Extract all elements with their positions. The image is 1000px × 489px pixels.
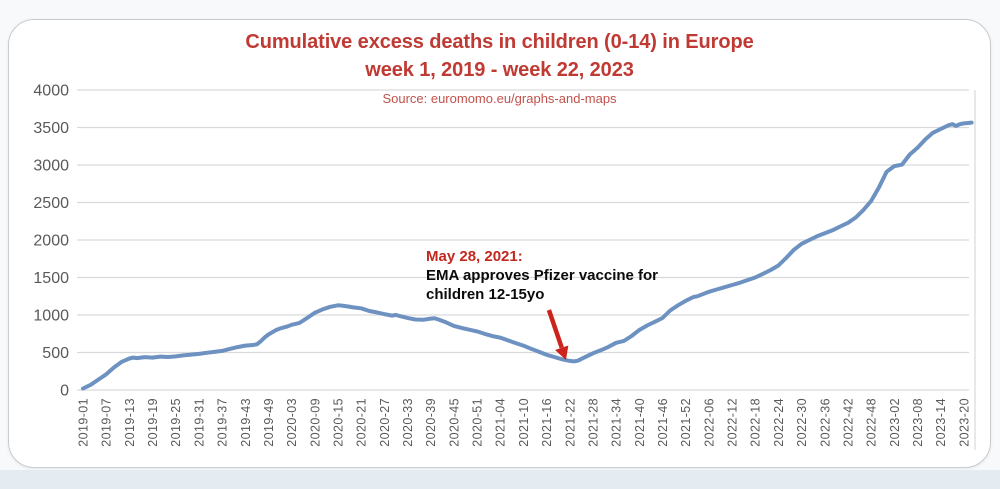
chart-card: Cumulative excess deaths in children (0-… [8, 19, 991, 468]
x-tick-label: 2022-24 [772, 398, 786, 447]
x-tick-label: 2019-43 [239, 398, 253, 447]
x-tick-label: 2020-51 [471, 398, 485, 447]
x-tick-label: 2023-14 [934, 398, 948, 447]
x-tick-label: 2022-06 [702, 398, 716, 447]
x-tick-label: 2023-20 [957, 398, 971, 447]
x-tick-label: 2020-21 [355, 398, 369, 447]
x-tick-label: 2021-52 [679, 398, 693, 447]
y-tick-label: 3500 [33, 120, 69, 137]
x-tick-label: 2021-04 [494, 398, 508, 447]
x-tick-label: 2022-42 [841, 398, 855, 447]
x-tick-label: 2023-08 [911, 398, 925, 447]
x-tick-label: 2022-48 [865, 398, 879, 447]
x-tick-label: 2020-27 [378, 398, 392, 447]
x-tick-label: 2021-46 [656, 398, 670, 447]
x-tick-label: 2020-39 [424, 398, 438, 447]
annotation-text-line1: EMA approves Pfizer vaccine for [426, 267, 659, 284]
x-tick-label: 2020-45 [447, 398, 461, 447]
x-tick-label: 2023-02 [888, 398, 902, 447]
annotation-arrow-shaft [546, 309, 564, 349]
x-tick-label: 2019-25 [169, 398, 183, 447]
x-tick-label: 2019-07 [100, 398, 114, 447]
chart-subtitle: week 1, 2019 - week 22, 2023 [365, 59, 634, 81]
x-tick-label: 2021-16 [540, 398, 554, 447]
x-tick-label: 2019-49 [262, 398, 276, 447]
x-tick-label: 2021-40 [633, 398, 647, 447]
x-tick-label: 2021-28 [586, 398, 600, 447]
x-tick-label: 2019-19 [146, 398, 160, 447]
x-tick-label: 2022-30 [795, 398, 809, 447]
y-tick-label: 2000 [33, 233, 69, 250]
line-chart: 0 500 1000 1500 2000 2500 3000 3500 4000 2019-01 2… [33, 83, 976, 450]
x-tick-label: 2021-10 [517, 398, 531, 447]
source-citation: Source: euromomo.eu/graphs-and-maps [382, 91, 617, 106]
y-tick-label: 0 [60, 383, 69, 400]
y-tick-label: 3000 [33, 158, 69, 175]
x-tick-label: 2021-34 [610, 398, 624, 447]
x-tick-label: 2019-31 [192, 398, 206, 447]
x-tick-label: 2020-09 [308, 398, 322, 447]
x-tick-label: 2020-03 [285, 398, 299, 447]
x-tick-label: 2019-37 [216, 398, 230, 447]
page-bottom-strip [0, 470, 1000, 489]
y-tick-label: 1500 [33, 270, 69, 287]
x-tick-label: 2020-15 [331, 398, 345, 447]
x-tick-label: 2022-12 [726, 398, 740, 447]
annotation-block: May 28, 2021: EMA approves Pfizer vaccin… [426, 247, 706, 304]
x-tick-label: 2022-36 [818, 398, 832, 447]
excess-deaths-line [81, 120, 974, 391]
chart-title: Cumulative excess deaths in children (0-… [245, 31, 754, 53]
y-tick-label: 500 [42, 345, 69, 362]
annotation-arrow-head [555, 345, 569, 360]
x-tick-label: 2020-33 [401, 398, 415, 447]
annotation-text-line2: children 12-15yo [426, 286, 545, 303]
y-tick-label: 1000 [33, 308, 69, 325]
y-tick-label: 4000 [33, 83, 69, 100]
annotation-date: May 28, 2021: [426, 248, 523, 265]
x-tick-label: 2019-13 [123, 398, 137, 447]
x-tick-label: 2021-22 [563, 398, 577, 447]
x-tick-label: 2022-18 [749, 398, 763, 447]
y-tick-label: 2500 [33, 195, 69, 212]
x-tick-label: 2019-01 [77, 398, 91, 447]
